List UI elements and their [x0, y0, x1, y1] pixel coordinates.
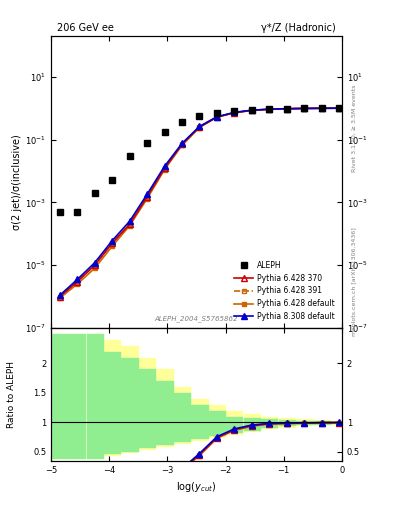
Pythia 6.428 default: [145, 196, 149, 202]
ALEPH: [145, 139, 149, 145]
Text: mcplots.cern.ch [arXiv:1306.3436]: mcplots.cern.ch [arXiv:1306.3436]: [352, 227, 357, 336]
ALEPH: [267, 106, 272, 112]
Pythia 6.428 default: [92, 265, 97, 271]
Pythia 8.308 default: [232, 110, 237, 116]
Text: ALEPH_2004_S5765862: ALEPH_2004_S5765862: [155, 315, 238, 322]
Legend: ALEPH, Pythia 6.428 370, Pythia 6.428 391, Pythia 6.428 default, Pythia 8.308 de: ALEPH, Pythia 6.428 370, Pythia 6.428 39…: [231, 258, 338, 324]
Line: Pythia 6.428 default: Pythia 6.428 default: [58, 106, 341, 300]
Pythia 6.428 370: [319, 105, 324, 111]
Pythia 8.308 default: [57, 292, 62, 298]
Y-axis label: Ratio to ALEPH: Ratio to ALEPH: [7, 361, 16, 428]
Line: Pythia 6.428 370: Pythia 6.428 370: [57, 105, 342, 300]
Pythia 6.428 370: [215, 114, 219, 120]
Pythia 6.428 391: [319, 105, 324, 111]
Pythia 8.308 default: [302, 105, 307, 112]
Pythia 6.428 391: [75, 279, 80, 285]
Pythia 6.428 default: [162, 166, 167, 173]
Pythia 6.428 370: [302, 105, 307, 112]
Pythia 8.308 default: [180, 140, 184, 146]
Pythia 6.428 370: [267, 106, 272, 112]
Pythia 6.428 370: [75, 279, 80, 285]
ALEPH: [110, 177, 114, 183]
Pythia 6.428 default: [284, 106, 289, 112]
Pythia 6.428 391: [145, 194, 149, 200]
Pythia 6.428 391: [57, 293, 62, 300]
Y-axis label: σ(2 jet)/σ(inclusive): σ(2 jet)/σ(inclusive): [12, 134, 22, 230]
Pythia 8.308 default: [75, 276, 80, 283]
ALEPH: [127, 153, 132, 159]
Pythia 6.428 default: [110, 243, 114, 249]
Pythia 6.428 391: [162, 165, 167, 172]
Pythia 6.428 default: [337, 105, 342, 111]
ALEPH: [180, 119, 184, 125]
Pythia 6.428 default: [75, 281, 80, 287]
Pythia 6.428 370: [197, 124, 202, 130]
ALEPH: [92, 190, 97, 196]
Pythia 6.428 391: [284, 105, 289, 112]
Pythia 6.428 391: [127, 221, 132, 227]
ALEPH: [337, 105, 342, 111]
ALEPH: [284, 105, 289, 112]
Line: Pythia 8.308 default: Pythia 8.308 default: [57, 105, 342, 298]
Pythia 6.428 370: [337, 105, 342, 111]
Text: γ*/Z (Hadronic): γ*/Z (Hadronic): [261, 23, 336, 33]
Pythia 6.428 391: [302, 105, 307, 112]
ALEPH: [162, 129, 167, 135]
Pythia 8.308 default: [162, 163, 167, 169]
Pythia 6.428 default: [267, 106, 272, 113]
ALEPH: [232, 108, 237, 114]
Pythia 6.428 370: [284, 105, 289, 112]
Pythia 8.308 default: [197, 123, 202, 130]
Pythia 6.428 370: [110, 240, 114, 246]
Pythia 8.308 default: [284, 105, 289, 112]
Pythia 6.428 370: [145, 194, 149, 200]
Pythia 6.428 391: [215, 114, 219, 120]
Pythia 6.428 391: [337, 105, 342, 111]
Pythia 8.308 default: [215, 114, 219, 120]
Pythia 6.428 391: [180, 141, 184, 147]
Pythia 8.308 default: [250, 107, 254, 113]
Pythia 8.308 default: [92, 260, 97, 266]
Text: 206 GeV ee: 206 GeV ee: [57, 23, 114, 33]
Pythia 8.308 default: [145, 191, 149, 198]
X-axis label: log($y_{cut}$): log($y_{cut}$): [176, 480, 217, 494]
Pythia 6.428 391: [250, 108, 254, 114]
Pythia 8.308 default: [337, 105, 342, 111]
Pythia 6.428 default: [302, 105, 307, 112]
Pythia 6.428 370: [92, 262, 97, 268]
Pythia 6.428 391: [110, 240, 114, 246]
Pythia 8.308 default: [127, 218, 132, 224]
Pythia 6.428 default: [232, 110, 237, 116]
Pythia 6.428 default: [250, 108, 254, 114]
Pythia 6.428 default: [215, 114, 219, 120]
Line: ALEPH: ALEPH: [57, 105, 342, 215]
ALEPH: [57, 209, 62, 215]
Pythia 6.428 370: [250, 108, 254, 114]
Pythia 6.428 default: [180, 142, 184, 148]
Text: Rivet 3.1.10, ≥ 3.5M events: Rivet 3.1.10, ≥ 3.5M events: [352, 84, 357, 172]
Pythia 6.428 370: [232, 110, 237, 116]
Pythia 8.308 default: [319, 105, 324, 111]
ALEPH: [302, 105, 307, 112]
Pythia 6.428 391: [232, 110, 237, 116]
Pythia 6.428 391: [92, 262, 97, 268]
ALEPH: [250, 106, 254, 113]
Pythia 6.428 default: [127, 223, 132, 229]
Pythia 8.308 default: [110, 238, 114, 244]
ALEPH: [215, 110, 219, 116]
Pythia 6.428 default: [57, 295, 62, 301]
Pythia 8.308 default: [267, 106, 272, 112]
Pythia 6.428 default: [197, 124, 202, 131]
Pythia 6.428 default: [319, 105, 324, 112]
Pythia 6.428 370: [57, 293, 62, 300]
ALEPH: [75, 209, 80, 215]
Line: Pythia 6.428 391: Pythia 6.428 391: [58, 106, 341, 298]
Pythia 6.428 370: [162, 165, 167, 172]
ALEPH: [319, 105, 324, 111]
Pythia 6.428 370: [127, 221, 132, 227]
ALEPH: [197, 113, 202, 119]
Pythia 6.428 391: [197, 124, 202, 130]
Pythia 6.428 391: [267, 106, 272, 112]
Pythia 6.428 370: [180, 141, 184, 147]
